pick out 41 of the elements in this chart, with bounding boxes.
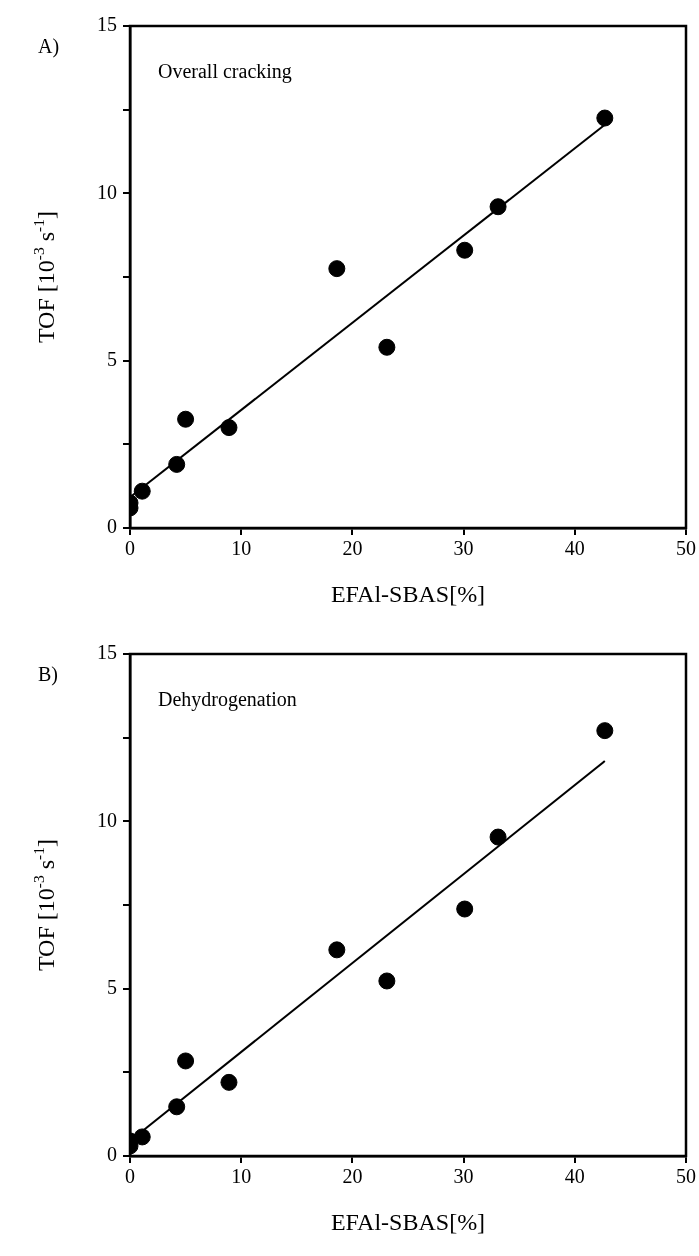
x-axis-title: EFAl-SBAS[%]: [330, 1209, 486, 1236]
x-tick-label: 20: [342, 1165, 363, 1188]
y-tick-label: 15: [97, 13, 117, 36]
x-tick-label: 10: [231, 537, 252, 560]
point: [328, 260, 346, 278]
y-tick-label: 5: [107, 975, 117, 998]
y-tick-label: 15: [97, 641, 117, 664]
point: [177, 1052, 195, 1070]
y-axis-title: TOF [10-3 s-1]: [29, 210, 60, 344]
y-tick-label: 5: [107, 347, 117, 370]
x-tick-label: 50: [676, 1165, 696, 1188]
point: [596, 722, 614, 740]
y-tick-label: 10: [97, 808, 117, 831]
point: [489, 828, 507, 846]
x-tick-label: 50: [676, 537, 696, 560]
point: [220, 1073, 238, 1091]
y-axis-title: TOF [10-3 s-1]: [29, 838, 60, 972]
x-axis-title: EFAl-SBAS[%]: [330, 581, 486, 608]
y-tick-label: 0: [107, 515, 117, 538]
point: [378, 338, 396, 356]
point: [456, 900, 474, 918]
x-tick-label: 30: [453, 1165, 474, 1188]
point: [220, 419, 238, 437]
x-tick-label: 20: [342, 537, 363, 560]
point: [456, 241, 474, 259]
point: [177, 410, 195, 428]
x-tick-label: 40: [564, 537, 585, 560]
point: [378, 972, 396, 990]
text: B): [38, 663, 58, 687]
annotation: Overall cracking: [158, 60, 292, 84]
x-tick-label: 10: [231, 1165, 252, 1188]
x-tick-label: 30: [453, 537, 474, 560]
y-tick-label: 0: [107, 1143, 117, 1166]
x-tick-label: 40: [564, 1165, 585, 1188]
x-tick-label: 0: [125, 1165, 135, 1188]
point: [328, 941, 346, 959]
annotation: Dehydrogenation: [158, 688, 297, 712]
y-tick-label: 10: [97, 180, 117, 203]
point: [596, 109, 614, 127]
x-tick-label: 0: [125, 537, 135, 560]
text: A): [38, 35, 60, 59]
